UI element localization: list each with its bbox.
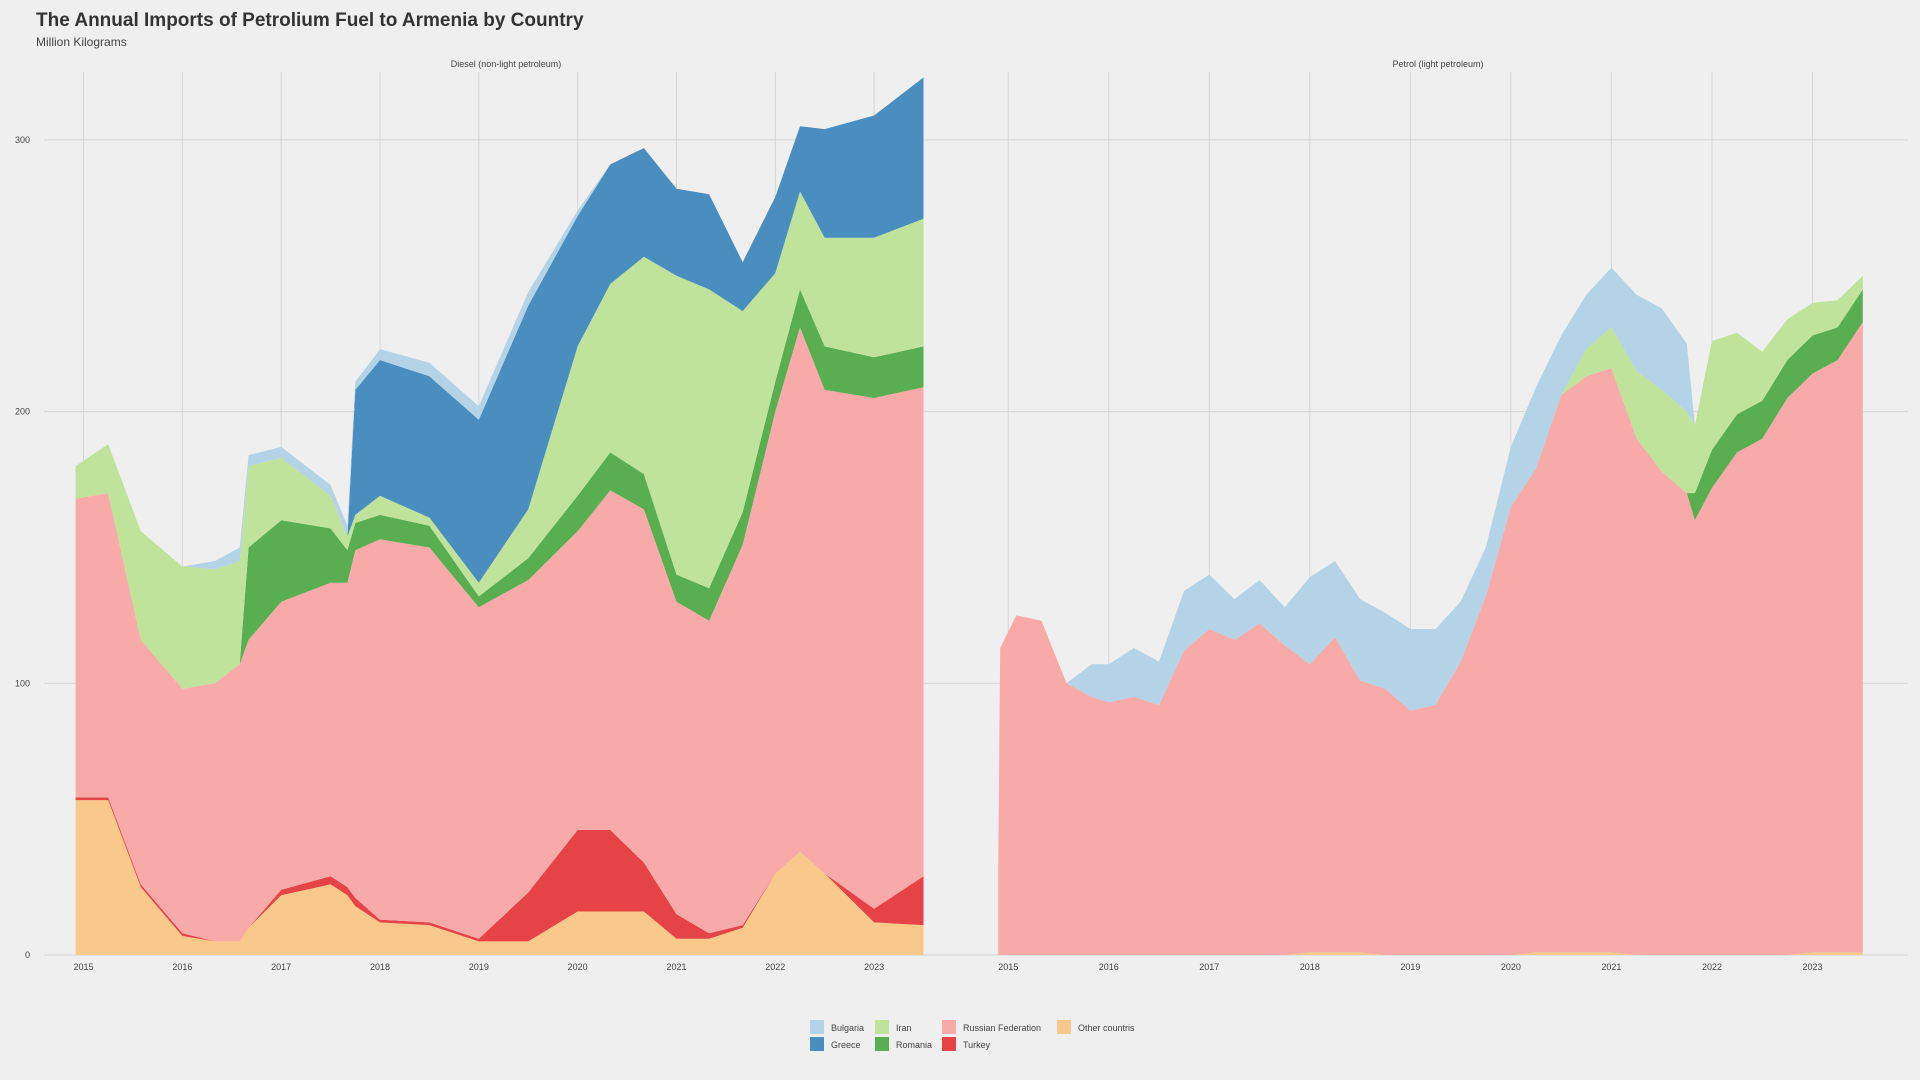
legend-label-other-countris: Other countris xyxy=(1078,1023,1135,1033)
y-tick-label: 100 xyxy=(15,678,30,688)
legend-label-iran: Iran xyxy=(896,1023,912,1033)
x-tick-label: 2021 xyxy=(666,962,686,972)
x-tick-label: 2016 xyxy=(1099,962,1119,972)
x-tick-label: 2022 xyxy=(765,962,785,972)
legend: Bulgaria Greece Iran Romania Russian Federat… xyxy=(810,1020,1135,1051)
legend-swatch-greece xyxy=(810,1037,824,1051)
facet-title: Diesel (non-light petroleum) xyxy=(451,59,562,69)
y-tick-label: 200 xyxy=(15,407,30,417)
x-tick-label: 2018 xyxy=(1300,962,1320,972)
legend-label-turkey: Turkey xyxy=(963,1040,991,1050)
legend-label-romania: Romania xyxy=(896,1040,932,1050)
x-tick-label: 2017 xyxy=(1199,962,1219,972)
x-tick-label: 2019 xyxy=(469,962,489,972)
legend-label-greece: Greece xyxy=(831,1040,861,1050)
x-tick-label: 2021 xyxy=(1601,962,1621,972)
x-tick-label: 2017 xyxy=(271,962,291,972)
x-tick-label: 2015 xyxy=(998,962,1018,972)
y-tick-label: 300 xyxy=(15,135,30,145)
legend-swatch-russian-federation xyxy=(942,1020,956,1034)
area-romania xyxy=(75,289,924,689)
x-tick-label: 2018 xyxy=(370,962,390,972)
x-tick-label: 2023 xyxy=(1802,962,1822,972)
panel-diesel: Diesel (non-light petroleum) 2015 2016 2017… xyxy=(15,59,968,972)
chart-title: The Annual Imports of Petrolium Fuel to … xyxy=(36,10,584,31)
area-iran xyxy=(998,275,1863,874)
chart-subtitle: Million Kilograms xyxy=(36,35,127,49)
legend-swatch-bulgaria xyxy=(810,1020,824,1034)
x-tick-label: 2023 xyxy=(864,962,884,972)
x-tick-label: 2022 xyxy=(1702,962,1722,972)
legend-label-russian-federation: Russian Federation xyxy=(963,1023,1041,1033)
legend-swatch-turkey xyxy=(942,1037,956,1051)
x-tick-label: 2020 xyxy=(1501,962,1521,972)
x-tick-label: 2016 xyxy=(172,962,192,972)
legend-swatch-romania xyxy=(875,1037,889,1051)
y-tick-label: 0 xyxy=(25,950,30,960)
legend-swatch-other-countris xyxy=(1057,1020,1071,1034)
x-tick-label: 2019 xyxy=(1400,962,1420,972)
panel-petrol: Petrol (light petroleum) 2015 2016 2017 2018… xyxy=(968,59,1908,972)
area-russian-federation xyxy=(75,327,924,942)
area-greece xyxy=(75,77,924,583)
facet-title: Petrol (light petroleum) xyxy=(1392,59,1483,69)
x-tick-label: 2015 xyxy=(74,962,94,972)
x-tick-label: 2020 xyxy=(568,962,588,972)
legend-label-bulgaria: Bulgaria xyxy=(831,1023,864,1033)
area-iran xyxy=(75,191,924,689)
area-russian-federation xyxy=(998,322,1863,955)
legend-swatch-iran xyxy=(875,1020,889,1034)
area-other-countris xyxy=(75,800,924,955)
